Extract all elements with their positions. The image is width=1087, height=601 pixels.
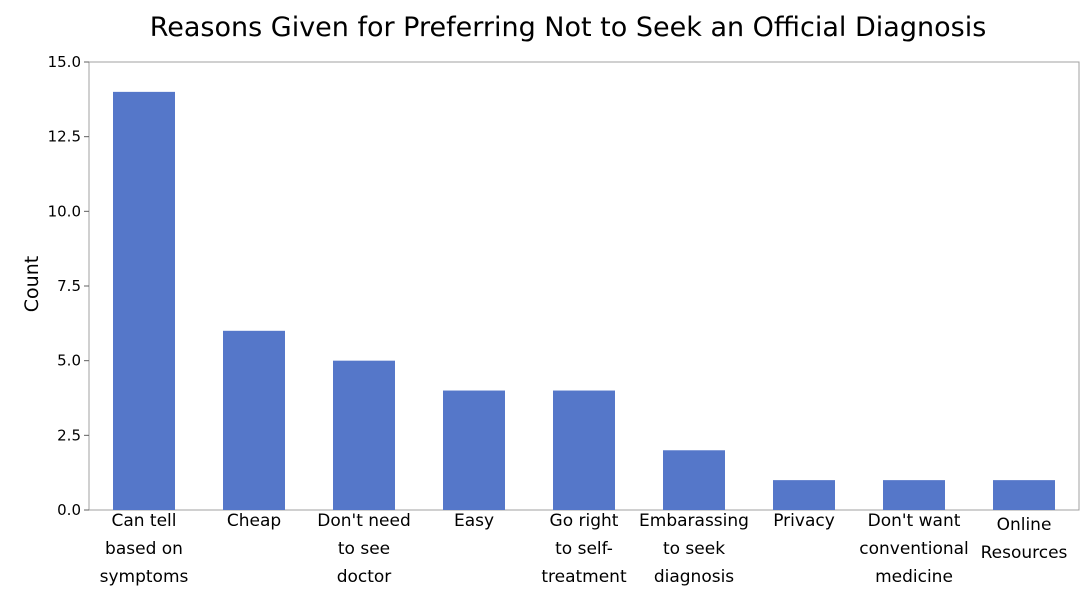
x-category-label-line: Resources xyxy=(981,543,1068,563)
y-tick-label: 2.5 xyxy=(57,426,81,444)
x-category-label-line: Online xyxy=(997,515,1052,535)
x-category-label: Online Resources xyxy=(981,515,1068,563)
bar xyxy=(443,390,505,510)
x-category-label: Can tell based on symptoms xyxy=(100,511,189,587)
y-tick-label: 0.0 xyxy=(57,501,81,519)
x-category-label-line: Go right xyxy=(550,511,619,531)
bar xyxy=(113,91,175,510)
y-tick-label: 7.5 xyxy=(57,277,81,295)
x-category-label-line: doctor xyxy=(337,567,392,587)
x-category-label-line: based on xyxy=(105,539,183,559)
x-category-label: Don't need to see doctor xyxy=(317,511,411,587)
bars-group xyxy=(113,91,1055,510)
bar xyxy=(883,480,945,510)
x-category-label-line: Privacy xyxy=(773,511,835,531)
x-category-label-line: Can tell xyxy=(111,511,176,531)
x-category-label-line: Don't want xyxy=(868,511,961,531)
x-category-label: Go right to self-treatment xyxy=(541,511,627,587)
x-category-label: Embarassing to seek diagnosis xyxy=(639,511,749,587)
x-category-label-line: to see xyxy=(338,539,390,559)
bar xyxy=(663,450,725,510)
y-tick-label: 15.0 xyxy=(48,53,81,71)
y-tick-label: 12.5 xyxy=(48,128,81,146)
x-category-label-line: symptoms xyxy=(100,567,189,587)
x-category-label-line: Don't need xyxy=(317,511,411,531)
bar xyxy=(553,390,615,510)
x-category-label: Cheap xyxy=(227,511,281,531)
x-category-label: Easy xyxy=(454,511,494,531)
bar xyxy=(993,480,1055,510)
bar xyxy=(333,360,395,510)
y-axis-ticks: 0.0 2.5 5.0 7.5 10.0 12.5 15.0 xyxy=(48,53,89,519)
x-category-label-line: conventional xyxy=(859,539,969,559)
y-axis-label: Count xyxy=(21,256,43,312)
x-axis-category-labels: Can tell based on symptoms Cheap Don't need t… xyxy=(100,511,1068,587)
x-category-label-line: Embarassing xyxy=(639,511,749,531)
chart-title: Reasons Given for Preferring Not to Seek… xyxy=(150,12,987,43)
x-category-label-line: medicine xyxy=(875,567,953,587)
x-category-label: Privacy xyxy=(773,511,835,531)
x-category-label-line: treatment xyxy=(541,567,627,587)
y-tick-label: 10.0 xyxy=(48,202,81,220)
x-category-label: Don't want conventional medicine xyxy=(859,511,969,587)
x-category-label-line: to seek xyxy=(663,539,725,559)
bar xyxy=(773,480,835,510)
x-category-label-line: Cheap xyxy=(227,511,281,531)
x-category-label-line: diagnosis xyxy=(654,567,734,587)
bar xyxy=(223,330,285,510)
y-tick-label: 5.0 xyxy=(57,352,81,370)
x-category-label-line: to self- xyxy=(555,539,613,559)
x-category-label-line: Easy xyxy=(454,511,494,531)
